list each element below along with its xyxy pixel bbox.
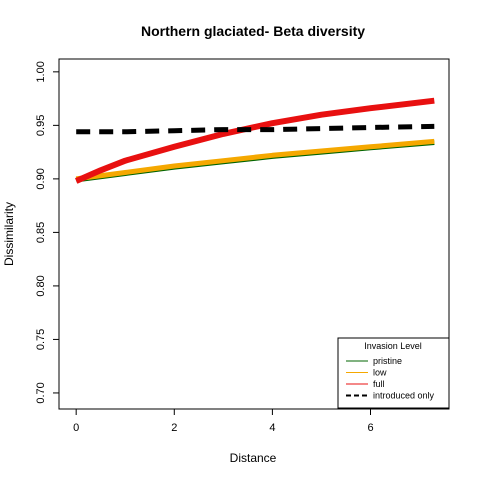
x-tick-label: 6 [367, 422, 373, 434]
y-tick-label: 0.75 [35, 329, 47, 350]
y-tick-label: 0.95 [35, 115, 47, 136]
y-axis: 0.70 0.75 0.80 0.85 0.90 0.95 1.00 [35, 61, 60, 404]
legend-label: full [373, 379, 385, 389]
series-line-introduced-only [76, 123, 435, 135]
x-tick-label: 4 [269, 422, 275, 434]
legend-label: introduced only [373, 391, 435, 401]
y-tick-label: 0.70 [35, 382, 47, 403]
x-tick-label: 2 [171, 422, 177, 434]
series-layer [74, 97, 435, 184]
series-line-full [74, 97, 435, 184]
x-tick-label: 0 [73, 422, 79, 434]
x-axis-title: Distance [230, 451, 277, 465]
legend-label: pristine [373, 356, 402, 366]
legend-title: Invasion Level [364, 341, 422, 351]
y-tick-label: 0.80 [35, 275, 47, 296]
y-axis-title: Dissimilarity [2, 202, 16, 266]
y-tick-label: 0.90 [35, 168, 47, 189]
series-line-low [75, 138, 435, 182]
legend-label: low [373, 368, 387, 378]
y-tick-label: 0.85 [35, 222, 47, 243]
chart-title: Northern glaciated- Beta diversity [141, 23, 365, 39]
x-axis: 0 2 4 6 [73, 408, 374, 434]
y-tick-label: 1.00 [35, 61, 47, 82]
